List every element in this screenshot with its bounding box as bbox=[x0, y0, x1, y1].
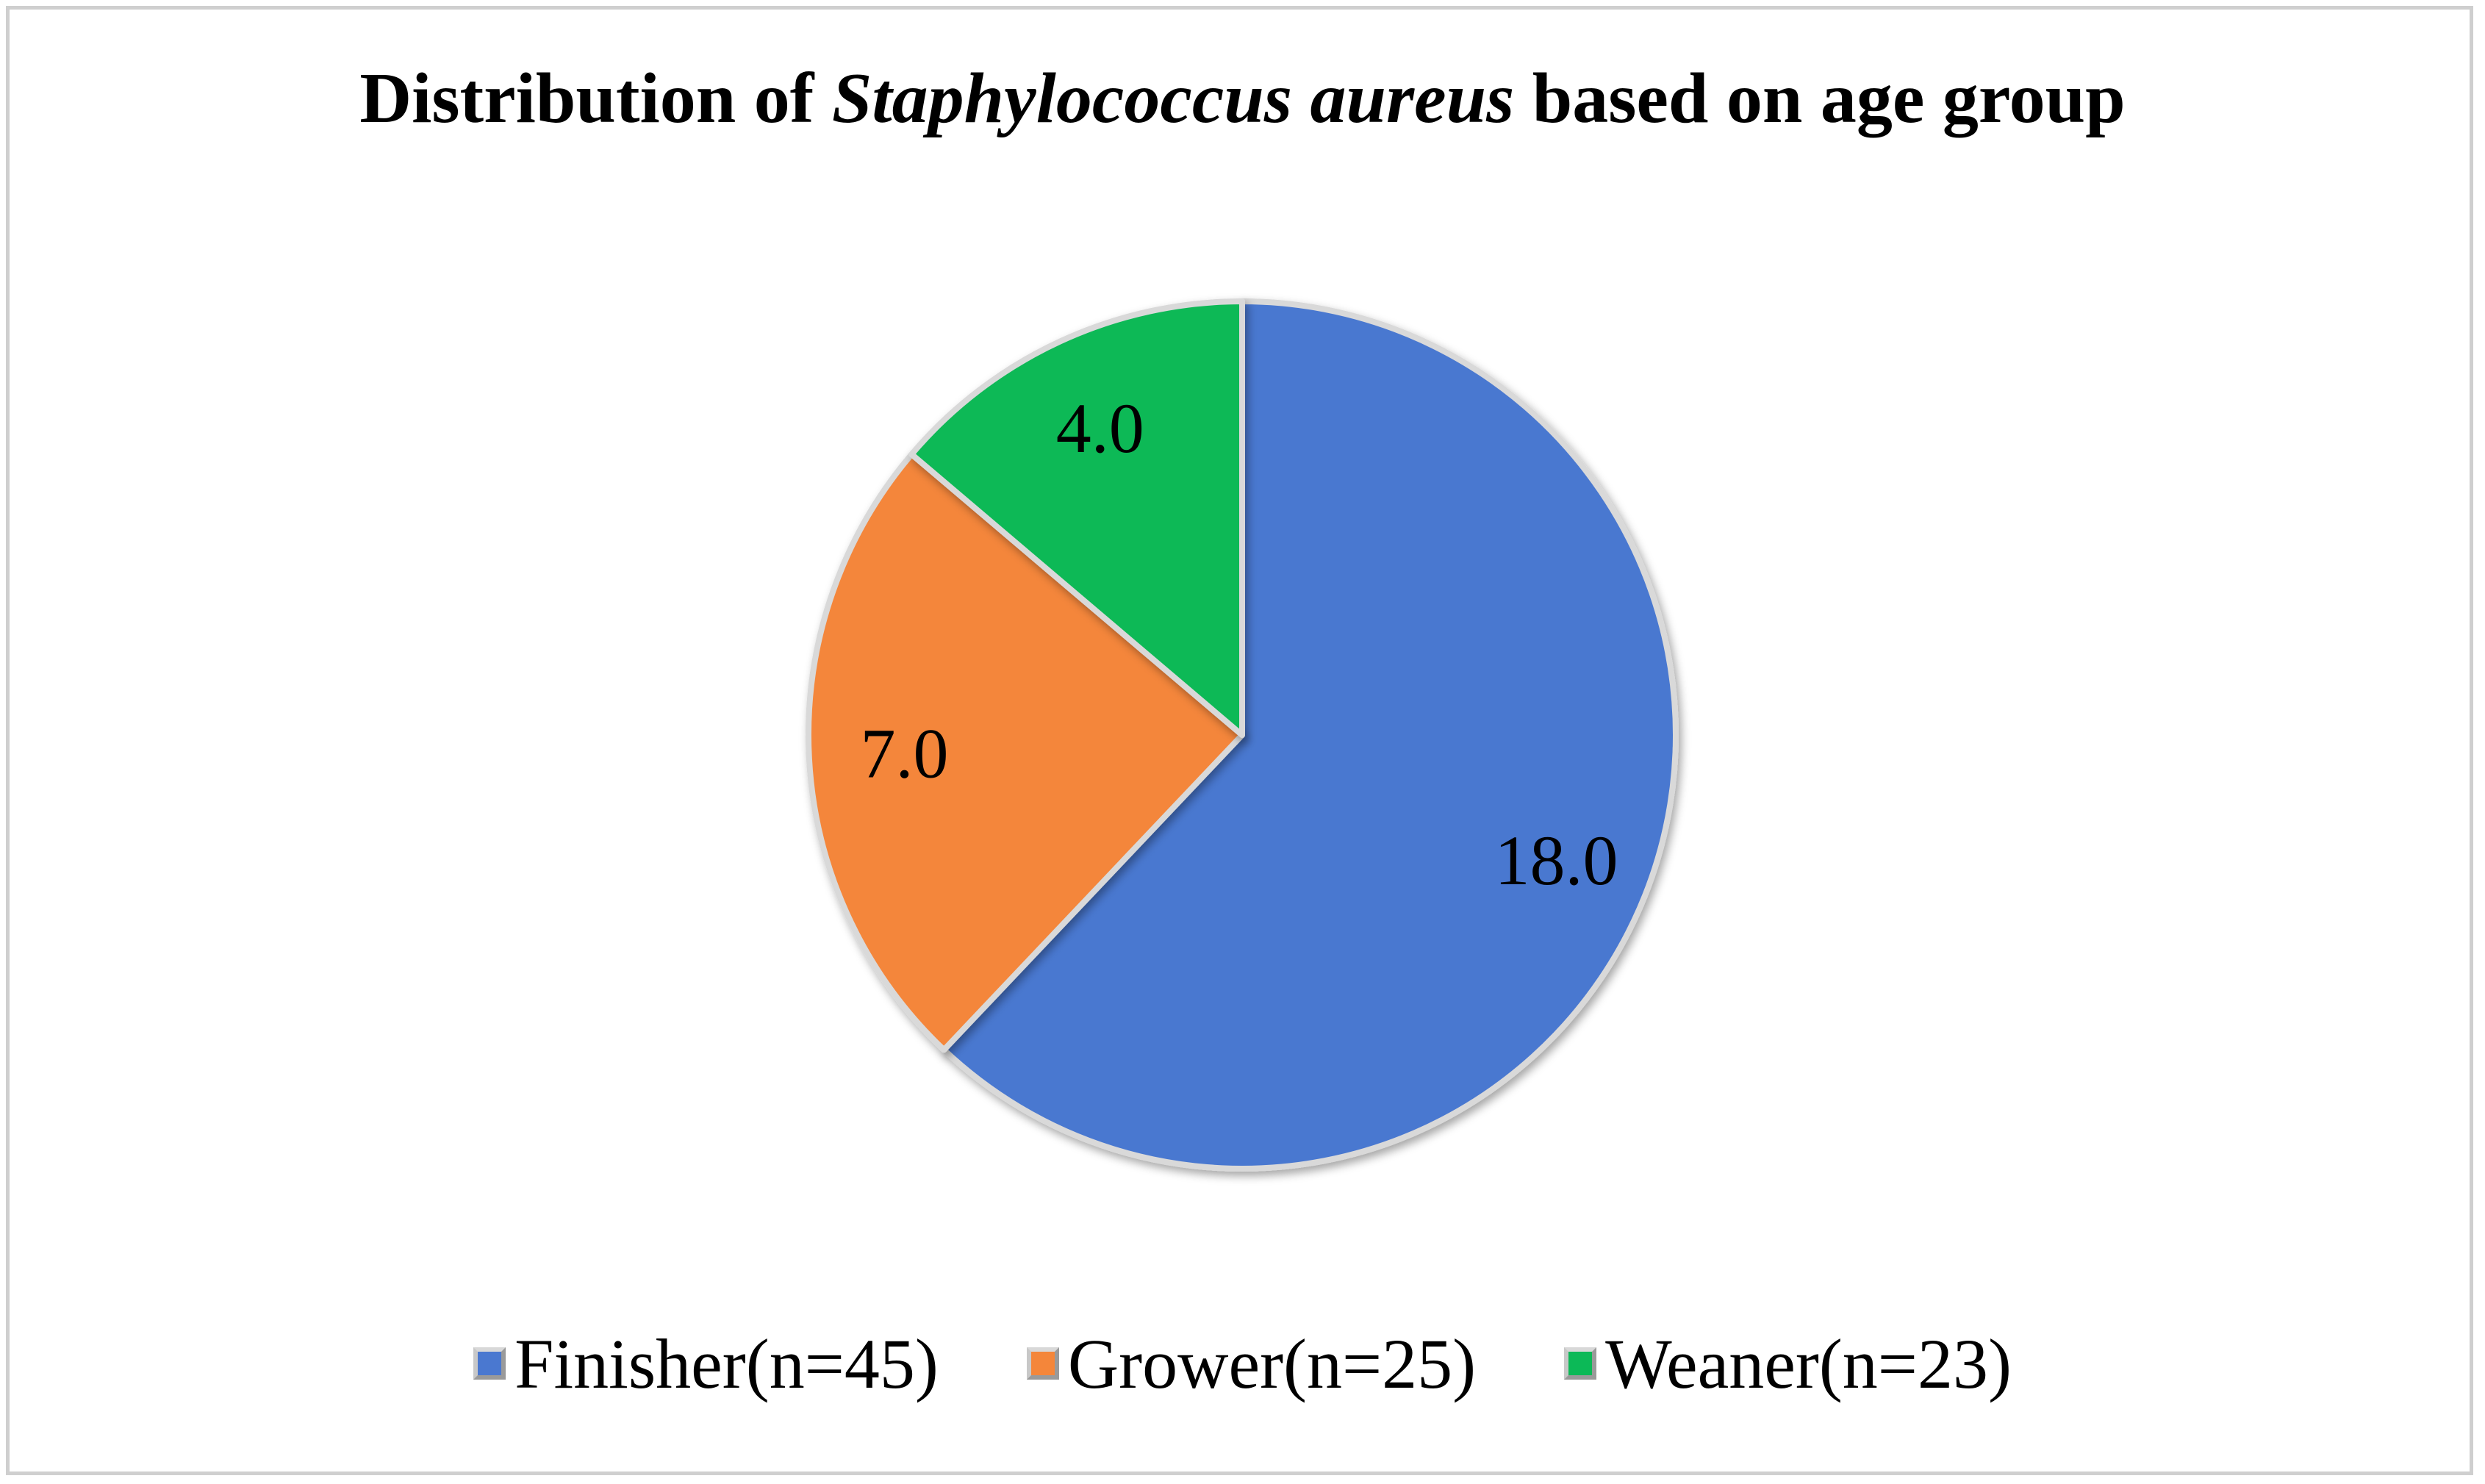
data-label-weaner: 4.0 bbox=[1056, 389, 1144, 467]
pie-slices bbox=[806, 298, 1679, 1172]
pie-slice-finisher bbox=[941, 298, 1679, 1172]
legend: Finisher(n=45) Grower(n=25) Weaner(n=23) bbox=[0, 1319, 2485, 1408]
pie-slice-grower bbox=[806, 451, 1245, 1053]
legend-item-weaner: Weaner(n=23) bbox=[1564, 1323, 2012, 1405]
data-label-finisher: 18.0 bbox=[1495, 821, 1618, 900]
legend-swatch-grower bbox=[1026, 1347, 1059, 1380]
legend-swatch-finisher bbox=[473, 1347, 506, 1380]
legend-label-finisher: Finisher(n=45) bbox=[514, 1324, 939, 1403]
data-label-grower: 7.0 bbox=[860, 714, 948, 792]
legend-label-grower: Grower(n=25) bbox=[1067, 1324, 1477, 1403]
legend-item-grower: Grower(n=25) bbox=[1026, 1323, 1477, 1405]
title-prefix: Distribution of bbox=[359, 59, 832, 138]
pie-data-labels: 18.0 7.0 4.0 bbox=[860, 389, 1618, 900]
legend-item-finisher: Finisher(n=45) bbox=[473, 1323, 939, 1405]
chart-title: Distribution of Staphylococcus aureus ba… bbox=[0, 57, 2485, 140]
title-italic: Staphylococcus aureus bbox=[831, 59, 1515, 138]
legend-label-weaner: Weaner(n=23) bbox=[1605, 1324, 2012, 1403]
legend-swatch-weaner bbox=[1564, 1347, 1597, 1380]
title-suffix: based on age group bbox=[1514, 59, 2126, 138]
pie-slice-weaner bbox=[908, 298, 1245, 738]
